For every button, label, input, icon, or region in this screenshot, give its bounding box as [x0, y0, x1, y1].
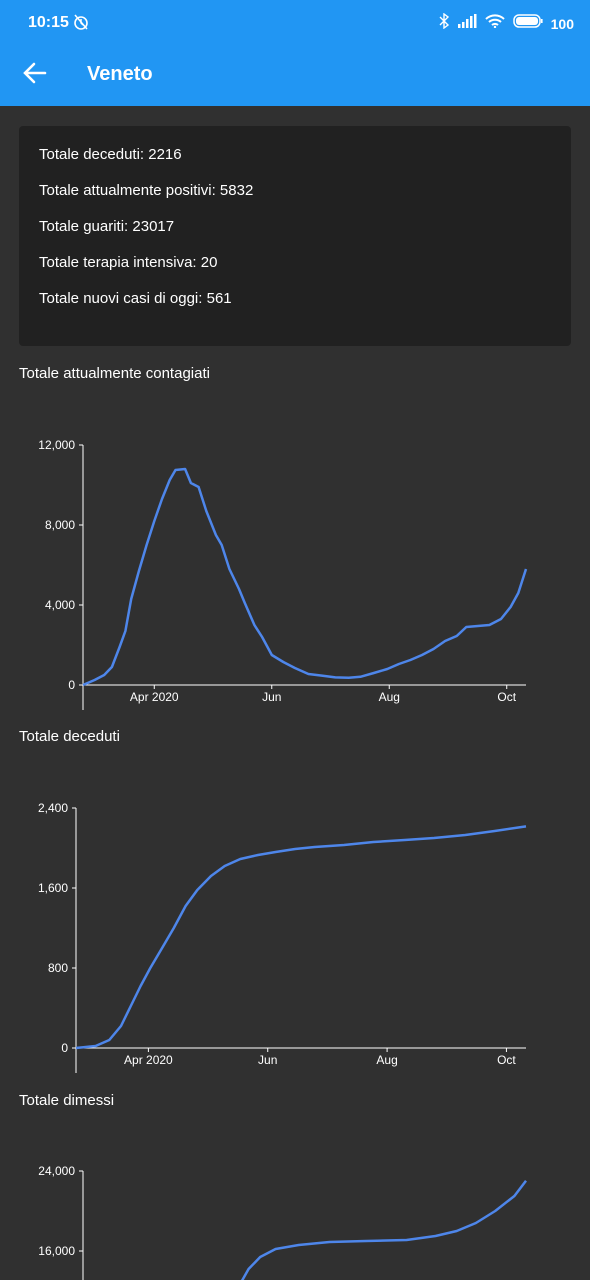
page-title: Veneto [87, 63, 153, 85]
y-tick-label: 8,000 [45, 518, 75, 532]
alarm-off-icon [73, 13, 89, 36]
y-tick-label: 12,000 [38, 438, 75, 452]
x-tick-label: Oct [497, 1053, 516, 1067]
x-tick-label: Oct [497, 690, 516, 704]
stat-nuovi-casi: Totale nuovi casi di oggi: 561 [39, 290, 232, 307]
signal-icon [457, 14, 477, 33]
wifi-icon [484, 14, 505, 33]
battery-icon [512, 14, 543, 33]
stat-deceduti: Totale deceduti: 2216 [39, 146, 182, 163]
summary-card: Totale deceduti: 2216 Totale attualmente… [19, 126, 571, 346]
x-tick-label: Jun [262, 690, 281, 704]
chart-title-deceduti: Totale deceduti [19, 728, 120, 745]
chart-title-dimessi: Totale dimessi [19, 1092, 115, 1109]
chart-contagiati: 12,000 8,000 4,000 0 Apr 2020 Jun Aug Oct [38, 438, 528, 710]
bluetooth-icon [439, 12, 449, 34]
arrow-back-icon [23, 62, 47, 89]
y-tick-label: 24,000 [38, 1164, 75, 1178]
y-tick-label: 16,000 [38, 1244, 75, 1258]
stat-terapia-intensiva: Totale terapia intensiva: 20 [39, 254, 218, 271]
stat-guariti: Totale guariti: 23017 [39, 218, 175, 235]
chart-deceduti: 2,400 1,600 800 0 Apr 2020 Jun Aug Oct [38, 801, 527, 1073]
y-tick-label: 800 [48, 961, 68, 975]
status-bar: 10:15 100 [0, 0, 590, 48]
x-tick-label: Apr 2020 [130, 690, 179, 704]
x-tick-label: Aug [376, 1053, 397, 1067]
chart-title-contagiati: Totale attualmente contagiati [19, 365, 210, 382]
y-tick-label: 1,600 [38, 881, 68, 895]
x-tick-label: Aug [379, 690, 400, 704]
y-tick-label: 0 [61, 1041, 68, 1055]
stat-positivi: Totale attualmente positivi: 5832 [39, 182, 254, 199]
x-tick-label: Apr 2020 [124, 1053, 173, 1067]
series-line [75, 825, 527, 1050]
app-bar: 10:15 100 Veneto [0, 0, 590, 106]
series-line [82, 467, 528, 687]
y-tick-label: 2,400 [38, 801, 68, 815]
back-button[interactable] [18, 58, 52, 92]
chart-dimessi: 24,000 16,000 [38, 1164, 527, 1280]
battery-level: 100 [550, 15, 574, 32]
x-tick-label: Jun [258, 1053, 277, 1067]
toolbar: Veneto [0, 48, 590, 106]
y-tick-label: 4,000 [45, 598, 75, 612]
y-tick-label: 0 [68, 678, 75, 692]
status-time: 10:15 [28, 14, 69, 31]
series-line [240, 1180, 527, 1280]
